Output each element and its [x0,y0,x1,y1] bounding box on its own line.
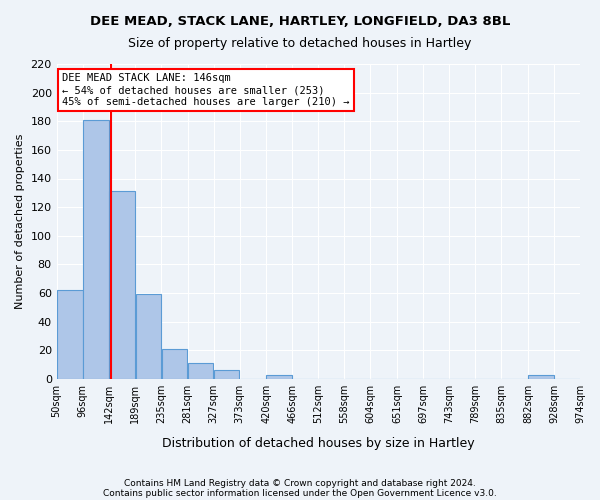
Text: Contains public sector information licensed under the Open Government Licence v3: Contains public sector information licen… [103,488,497,498]
Text: DEE MEAD, STACK LANE, HARTLEY, LONGFIELD, DA3 8BL: DEE MEAD, STACK LANE, HARTLEY, LONGFIELD… [90,15,510,28]
Bar [214,370,239,379]
Bar [161,349,187,379]
Bar [188,363,214,379]
Bar [109,192,135,379]
Bar [83,120,109,379]
Bar [266,374,292,379]
Text: Contains HM Land Registry data © Crown copyright and database right 2024.: Contains HM Land Registry data © Crown c… [124,478,476,488]
Text: Size of property relative to detached houses in Hartley: Size of property relative to detached ho… [128,38,472,51]
Bar [528,374,554,379]
Bar [57,290,83,379]
Text: DEE MEAD STACK LANE: 146sqm
← 54% of detached houses are smaller (253)
45% of se: DEE MEAD STACK LANE: 146sqm ← 54% of det… [62,74,349,106]
Y-axis label: Number of detached properties: Number of detached properties [15,134,25,309]
X-axis label: Distribution of detached houses by size in Hartley: Distribution of detached houses by size … [162,437,475,450]
Bar [136,294,161,379]
